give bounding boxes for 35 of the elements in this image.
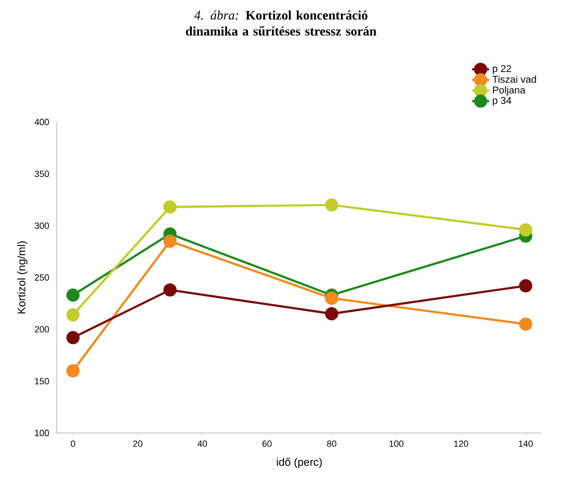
point <box>325 198 338 212</box>
legend-label: Tiszai vad <box>492 76 536 83</box>
point <box>66 288 80 302</box>
x-axis-title: idő (perc) <box>276 458 322 468</box>
point <box>163 234 177 248</box>
point <box>66 308 80 322</box>
legend-label: p 34 <box>492 96 512 106</box>
x-tick-label: 60 <box>262 440 272 447</box>
y-tick-label: 100 <box>35 430 49 436</box>
x-tick-label: 100 <box>390 440 404 447</box>
x-tick-label: 20 <box>133 440 142 447</box>
y-tick-label: 150 <box>35 378 49 384</box>
legend-label: Poljana <box>492 86 526 96</box>
chart-title: 4. ábra: Kortizol koncentráció dinamika a sűrítéses stressz során <box>186 10 376 36</box>
point <box>163 200 177 214</box>
point <box>66 364 80 378</box>
point <box>519 279 532 292</box>
point <box>66 331 80 344</box>
point <box>325 307 338 320</box>
x-tick-label: 80 <box>327 440 336 447</box>
point <box>519 223 532 236</box>
y-axis-title: Kortizol (ng/ml) <box>17 241 28 314</box>
y-tick-label: 300 <box>34 222 49 229</box>
x-tick-label: 120 <box>454 440 468 447</box>
point <box>163 283 177 297</box>
x-tick-label: 0 <box>70 440 76 447</box>
legend-label: p 22 <box>492 65 512 74</box>
point <box>519 318 532 331</box>
y-tick-label: 200 <box>34 326 49 332</box>
point <box>325 292 338 305</box>
x-tick-label: 140 <box>518 440 533 447</box>
y-tick-label: 400 <box>34 118 49 126</box>
y-tick-label: 350 <box>34 170 49 177</box>
y-tick-label: 250 <box>34 274 49 281</box>
x-tick-label: 40 <box>198 440 207 447</box>
